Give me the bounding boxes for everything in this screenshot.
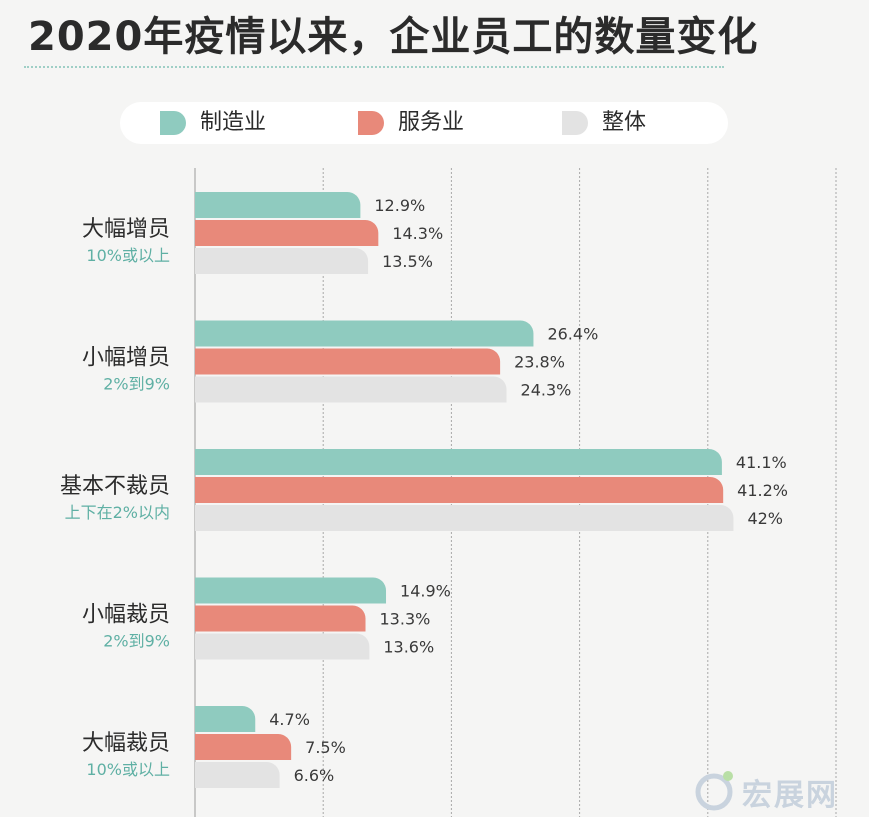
category-sublabel: 上下在2%以内 <box>65 503 170 522</box>
bar <box>195 762 280 788</box>
category-sublabel: 10%或以上 <box>86 760 170 779</box>
watermark-text: 宏展网 <box>742 778 838 813</box>
data-label: 24.3% <box>521 381 572 400</box>
data-label: 14.9% <box>400 582 451 601</box>
title-divider <box>24 66 724 68</box>
legend: 制造业 服务业 整体 <box>120 102 728 144</box>
category-label: 小幅裁员 <box>82 603 170 628</box>
legend-swatch-overall <box>562 111 588 135</box>
data-label: 26.4% <box>547 325 598 344</box>
data-label: 4.7% <box>269 710 310 729</box>
bar <box>195 734 292 760</box>
legend-label-services: 服务业 <box>398 110 465 135</box>
category-label: 基本不裁员 <box>60 474 170 499</box>
legend-swatch-services <box>358 111 384 135</box>
watermark-logo-icon <box>695 771 733 811</box>
data-label: 7.5% <box>305 738 346 757</box>
category-label: 大幅裁员 <box>82 731 170 756</box>
data-label: 13.5% <box>382 252 433 271</box>
category-sublabel: 2%到9% <box>103 632 170 651</box>
category-label: 大幅增员 <box>82 217 170 242</box>
bar <box>195 477 724 503</box>
category-sublabel: 2%到9% <box>103 375 170 394</box>
bar <box>195 706 256 732</box>
category-sublabel: 10%或以上 <box>86 246 170 265</box>
category-label: 小幅增员 <box>82 346 170 371</box>
data-label: 6.6% <box>294 766 335 785</box>
bar <box>195 348 501 375</box>
data-label: 14.3% <box>392 224 443 243</box>
bar <box>195 577 387 604</box>
data-label: 13.3% <box>380 610 431 629</box>
bar <box>195 376 507 403</box>
legend-label-manufacturing: 制造业 <box>200 110 267 135</box>
legend-swatch-manufacturing <box>160 111 186 135</box>
chart-title: 2020年疫情以来，企业员工的数量变化 <box>28 14 759 60</box>
bar <box>195 605 366 632</box>
bar <box>195 220 379 246</box>
data-label: 13.6% <box>383 638 434 657</box>
data-label: 41.2% <box>737 481 788 500</box>
watermark: 宏展网 <box>694 768 864 813</box>
bar <box>195 248 369 274</box>
data-label: 42% <box>747 509 783 528</box>
bar <box>195 633 370 660</box>
bar <box>195 192 361 218</box>
bar <box>195 505 734 531</box>
data-label: 41.1% <box>736 453 787 472</box>
legend-label-overall: 整体 <box>602 110 647 135</box>
bar <box>195 320 534 347</box>
bar <box>195 449 722 475</box>
data-label: 12.9% <box>374 196 425 215</box>
data-label: 23.8% <box>514 353 565 372</box>
